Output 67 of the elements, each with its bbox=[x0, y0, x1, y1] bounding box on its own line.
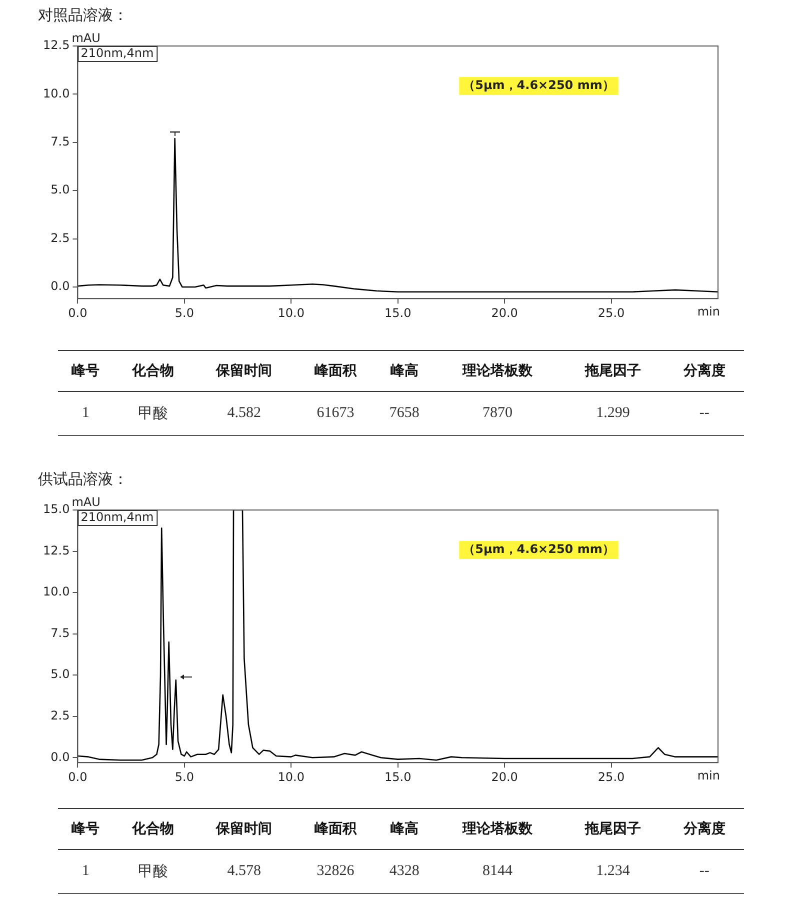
x-tick-label: 0.0 bbox=[68, 306, 88, 320]
x-tick-label: 5.0 bbox=[174, 306, 194, 320]
y-tick-label: 2.5 bbox=[50, 230, 70, 245]
annotation: 210nm,4nm bbox=[80, 46, 154, 60]
x-tick-label: 10.0 bbox=[278, 306, 305, 320]
y-tick-label: 10.0 bbox=[43, 86, 70, 100]
text: 1.299 bbox=[561, 392, 665, 436]
annotation: 210nm,4nm bbox=[80, 510, 154, 524]
text: 1 bbox=[58, 392, 114, 436]
category-label: 理论塔板数 bbox=[434, 350, 562, 392]
x-tick-label: 10.0 bbox=[278, 770, 305, 784]
y-axis-title: mAU bbox=[72, 495, 100, 510]
text: 4328 bbox=[375, 850, 434, 894]
y-axis-title: mAU bbox=[72, 31, 100, 46]
y-tick-label: 2.5 bbox=[50, 708, 70, 722]
x-axis-title: min bbox=[697, 768, 720, 783]
text: 4.582 bbox=[192, 392, 296, 436]
category-label: 理论塔板数 bbox=[434, 808, 562, 850]
x-tick-label: 5.0 bbox=[174, 770, 194, 784]
x-axis-title: min bbox=[697, 304, 720, 319]
category-label: 保留时间 bbox=[192, 350, 296, 392]
text: -- bbox=[664, 392, 744, 436]
x-tick-label: 20.0 bbox=[491, 306, 518, 320]
category-label: 化合物 bbox=[113, 350, 192, 392]
text: 甲酸 bbox=[113, 850, 192, 894]
category-label: 化合物 bbox=[113, 808, 192, 850]
y-tick-label: 10.0 bbox=[43, 584, 70, 599]
category-label: 保留时间 bbox=[192, 808, 296, 850]
annotation: （5μm，4.6×250 mm） bbox=[463, 542, 614, 556]
x-tick-label: 15.0 bbox=[384, 306, 412, 320]
category-label: 峰高 bbox=[375, 808, 434, 850]
category-label: 分离度 bbox=[664, 350, 744, 392]
category-label: 拖尾因子 bbox=[561, 808, 665, 850]
annotation: （5μm，4.6×250 mm） bbox=[463, 78, 614, 92]
y-tick-label: 15.0 bbox=[43, 502, 70, 516]
x-tick-label: 25.0 bbox=[598, 770, 625, 784]
category-label: 峰高 bbox=[375, 350, 434, 392]
x-tick-label: 0.0 bbox=[68, 770, 88, 784]
x-tick-label: 25.0 bbox=[598, 306, 625, 320]
y-tick-label: 7.5 bbox=[50, 134, 70, 149]
chart-title: 对照品溶液： bbox=[38, 6, 128, 25]
x-tick-label: 20.0 bbox=[491, 770, 518, 784]
y-tick-label: 5.0 bbox=[50, 667, 70, 682]
text: 1.234 bbox=[561, 850, 665, 894]
y-tick-label: 0.0 bbox=[50, 750, 70, 764]
y-tick-label: 12.5 bbox=[43, 543, 70, 558]
text: 4.578 bbox=[192, 850, 296, 894]
text: 7658 bbox=[375, 392, 434, 436]
category-label: 峰号 bbox=[58, 808, 114, 850]
category-label: 峰面积 bbox=[296, 350, 376, 392]
y-tick-label: 12.5 bbox=[43, 38, 70, 52]
category-label: 分离度 bbox=[664, 808, 744, 850]
chart-title: 供试品溶液： bbox=[38, 470, 128, 489]
category-label: 峰面积 bbox=[296, 808, 376, 850]
y-tick-label: 0.0 bbox=[50, 279, 70, 294]
category-label: 拖尾因子 bbox=[561, 350, 665, 392]
text: 61673 bbox=[296, 392, 376, 436]
text: 8144 bbox=[434, 850, 562, 894]
y-tick-label: 7.5 bbox=[50, 626, 70, 640]
x-tick-label: 15.0 bbox=[384, 770, 412, 784]
text: 甲酸 bbox=[113, 392, 192, 436]
text: 1 bbox=[58, 850, 114, 894]
text: -- bbox=[664, 850, 744, 894]
text: 32826 bbox=[296, 850, 376, 894]
category-label: 峰号 bbox=[58, 350, 114, 392]
y-tick-label: 5.0 bbox=[50, 182, 70, 197]
text: 7870 bbox=[434, 392, 562, 436]
